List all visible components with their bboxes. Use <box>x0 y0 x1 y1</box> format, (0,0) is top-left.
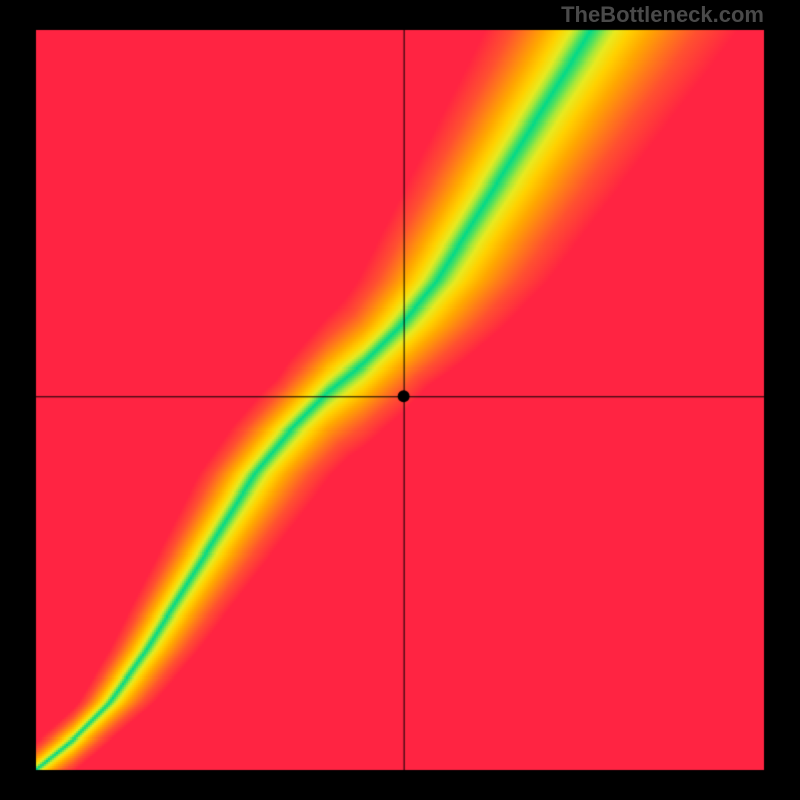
bottleneck-heatmap-canvas <box>0 0 800 800</box>
chart-container: TheBottleneck.com <box>0 0 800 800</box>
watermark-text: TheBottleneck.com <box>561 2 764 28</box>
